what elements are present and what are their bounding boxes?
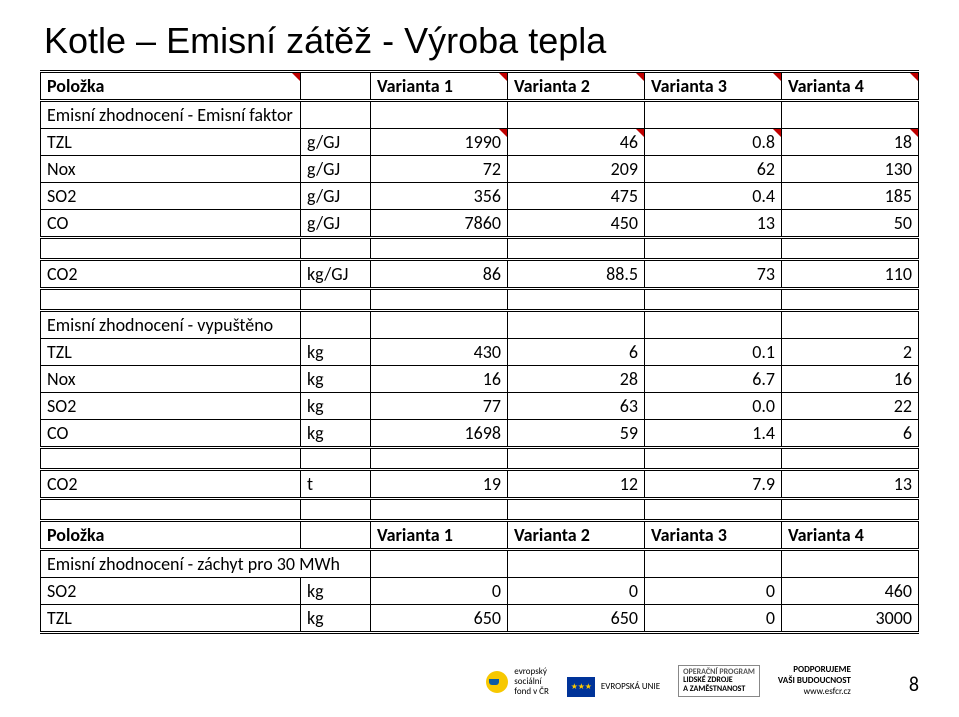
page-title: Kotle – Emisní zátěž - Výroba tepla xyxy=(40,20,919,62)
table-row: SO2 kg 0 0 0 460 xyxy=(41,578,919,605)
eu-logo: ★ ★ ★ EVROPSKÁ UNIE xyxy=(567,677,660,697)
op-logo: OPERAČNÍ PROGRAM LIDSKÉ ZDROJE A ZAMĚSTN… xyxy=(678,665,760,697)
header-polozka: Položka xyxy=(41,72,301,101)
table-header-row: Položka Varianta 1 Varianta 2 Varianta 3… xyxy=(41,72,919,101)
header-v4: Varianta 4 xyxy=(782,72,919,101)
section1-label-row: Emisní zhodnocení - Emisní faktor xyxy=(41,101,919,129)
table-row: CO g/GJ 7860 450 13 50 xyxy=(41,210,919,238)
table-row: TZL g/GJ 1990 46 0.8 18 xyxy=(41,129,919,156)
table-row: Nox kg 16 28 6.7 16 xyxy=(41,366,919,393)
page-number: 8 xyxy=(909,673,919,697)
header2-v4: Varianta 4 xyxy=(782,521,919,550)
table-row: TZL kg 430 6 0.1 2 xyxy=(41,339,919,366)
spacer-row xyxy=(41,238,919,260)
section2-label: Emisní zhodnocení - vypuštěno xyxy=(41,311,301,339)
emissions-table: Položka Varianta 1 Varianta 2 Varianta 3… xyxy=(40,70,919,634)
header-v2: Varianta 2 xyxy=(508,72,645,101)
table-row: SO2 g/GJ 356 475 0.4 185 xyxy=(41,183,919,210)
section3-label: Emisní zhodnocení - záchyt pro 30 MWh xyxy=(41,550,371,578)
section2-label-row: Emisní zhodnocení - vypuštěno xyxy=(41,311,919,339)
support-text: PODPORUJEME VAŠI BUDOUCNOST www.esfcr.cz xyxy=(778,664,851,697)
header-v1: Varianta 1 xyxy=(371,72,508,101)
section1-co2-row: CO2 kg/GJ 86 88.5 73 110 xyxy=(41,260,919,289)
eu-flag-icon: ★ ★ ★ xyxy=(567,677,595,697)
header2-polozka: Položka xyxy=(41,521,301,550)
table-row: TZL kg 650 650 0 3000 xyxy=(41,605,919,633)
spacer-row xyxy=(41,448,919,470)
esf-icon xyxy=(486,671,508,693)
header2-v2: Varianta 2 xyxy=(508,521,645,550)
section1-label: Emisní zhodnocení - Emisní faktor xyxy=(41,101,301,129)
table-row: Nox g/GJ 72 209 62 130 xyxy=(41,156,919,183)
spacer-row xyxy=(41,289,919,311)
esf-logo: evropský sociální fond v ČR xyxy=(486,667,549,697)
header-empty xyxy=(301,72,371,101)
header-v3: Varianta 3 xyxy=(645,72,782,101)
spacer-row xyxy=(41,499,919,521)
section2-co2-row: CO2 t 19 12 7.9 13 xyxy=(41,470,919,499)
table-header-row-2: Položka Varianta 1 Varianta 2 Varianta 3… xyxy=(41,521,919,550)
header2-v1: Varianta 1 xyxy=(371,521,508,550)
header2-v3: Varianta 3 xyxy=(645,521,782,550)
footer: evropský sociální fond v ČR ★ ★ ★ EVROPS… xyxy=(40,664,919,697)
table-row: CO kg 1698 59 1.4 6 xyxy=(41,420,919,448)
table-row: SO2 kg 77 63 0.0 22 xyxy=(41,393,919,420)
section3-label-row: Emisní zhodnocení - záchyt pro 30 MWh xyxy=(41,550,919,578)
